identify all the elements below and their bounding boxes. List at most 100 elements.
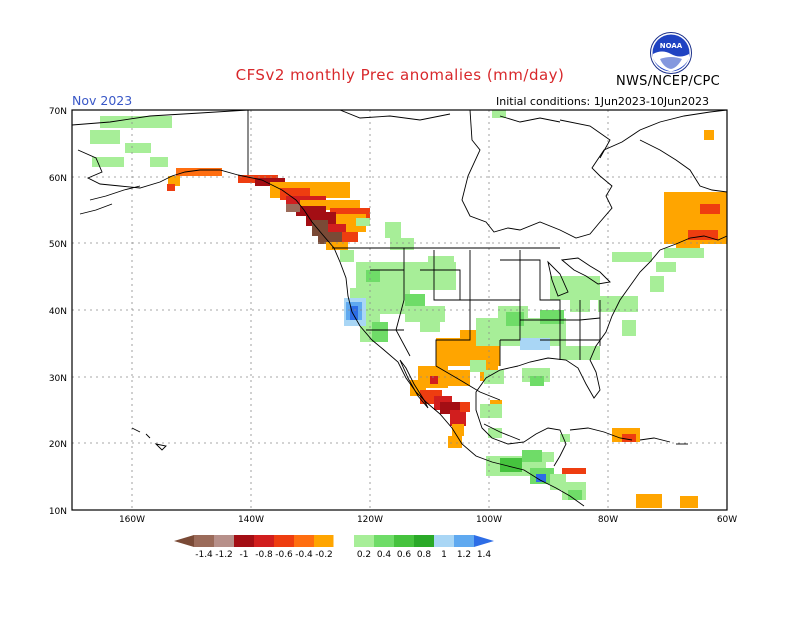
wet-patch [612,252,652,262]
colorbar-arrow-left [174,535,194,547]
dry-patch [300,200,360,210]
wet-patch [366,270,380,282]
colorbar-label: -1 [240,550,249,560]
dry-patch [430,376,438,384]
colorbar-label: 1.2 [457,550,471,560]
wet-patch [568,490,582,500]
dry-patch [286,204,300,212]
colorbar-label: 0.6 [397,550,412,560]
wet-patch [542,452,554,462]
lon-label: 60W [717,515,737,525]
wet-patch [350,306,358,320]
dry-patch [168,176,180,186]
dry-patch [326,242,348,250]
dry-patch [704,130,714,140]
coastlines [72,110,727,507]
wet-patch [92,157,124,167]
wet-patch [492,110,506,118]
colorbar-swatch [374,535,394,547]
wet-patch [650,276,664,292]
wet-patch [656,262,676,272]
colorbar-label: -0.6 [275,550,293,560]
wet-patch [536,474,546,482]
wet-patch [150,157,168,167]
colorbar-label: 0.2 [357,550,371,560]
wet-patch [560,434,570,442]
colorbar-swatch [294,535,314,547]
colorbar-swatch [214,535,234,547]
colorbar-swatch [234,535,254,547]
wet-patch [480,404,502,418]
wet-patch [340,250,354,262]
wet-patch [522,450,542,462]
wet-patch [385,222,401,238]
lon-label: 160W [119,515,145,525]
anomaly-layer [90,110,727,508]
dry-patch [680,496,698,508]
dry-patch [176,168,222,176]
lat-label: 70N [49,107,67,117]
colorbar: -1.4 -1.2 -1 -0.8 -0.6 -0.4 -0.2 0.2 0.4 0.6 0.8 1 1… [174,534,494,560]
wet-patch [100,116,172,128]
lat-label: 30N [49,374,67,384]
colorbar-label: -0.4 [295,550,313,560]
lon-label: 80W [598,515,618,525]
colorbar-label: -0.2 [315,550,333,560]
wet-patch [405,294,425,306]
wet-patch [90,130,120,144]
colorbar-swatch [414,535,434,547]
colorbar-label: 0.8 [417,550,432,560]
dry-patch [450,410,466,426]
dry-patch [167,184,175,191]
colorbar-swatch [194,535,214,547]
lat-label: 50N [49,240,67,250]
colorbar-swatch [254,535,274,547]
dry-patch [460,402,470,412]
lon-label: 100W [476,515,502,525]
dry-patch [342,232,358,242]
dry-patch [330,208,370,218]
wet-patch [420,318,440,332]
dry-patch [336,214,366,224]
lat-label: 20N [49,440,67,450]
wet-patch [506,312,524,326]
colorbar-swatch [333,534,355,548]
colorbar-swatch [434,535,454,547]
dry-patch [296,206,326,216]
agency-label: NWS/NCEP/CPC [616,74,721,89]
colorbar-swatch [394,535,414,547]
map-gridlines [72,110,727,510]
colorbar-label: -1.2 [215,550,233,560]
colorbar-arrow-right [474,535,494,547]
dry-patch [448,436,462,448]
wet-patch [540,310,564,324]
colorbar-swatch [454,535,474,547]
wet-patch [664,248,704,258]
lon-label: 120W [357,515,383,525]
wet-patch [372,322,388,342]
valid-month-label: Nov 2023 [72,93,133,108]
dry-patch [452,424,464,436]
colorbar-label: -0.8 [255,550,273,560]
dry-patch [622,434,636,442]
dry-patch [318,232,342,244]
wet-patch [488,428,502,438]
logo-text: NOAA [660,42,683,50]
wet-patch [390,238,414,250]
colorbar-swatch [314,535,334,547]
latitude-labels: 70N 60N 50N 40N 30N 20N 10N [49,107,67,517]
initial-conditions-label: Initial conditions: 1Jun2023-10Jun2023 [496,95,710,108]
lat-label: 40N [49,307,67,317]
colorbar-swatch [274,535,294,547]
map-title: CFSv2 monthly Prec anomalies (mm/day) [235,66,565,84]
dry-patch [688,230,718,240]
wet-patch [356,218,370,226]
noaa-logo-icon: NOAA [650,32,692,74]
wet-patch [470,360,486,372]
wet-patch [428,256,454,272]
wet-patch [530,376,544,386]
colorbar-label: 0.4 [377,550,392,560]
wet-patch [622,320,636,336]
lon-label: 140W [238,515,264,525]
